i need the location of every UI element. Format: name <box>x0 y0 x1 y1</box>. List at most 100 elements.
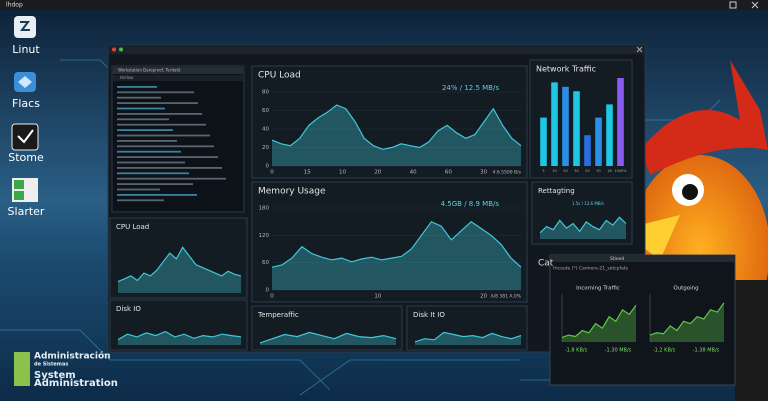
bar <box>562 86 569 166</box>
desktop-icon-label[interactable]: Flacs <box>12 97 40 110</box>
panel <box>251 181 528 303</box>
terminal-output <box>117 86 226 202</box>
panel-note: 4.6.5500 B/s <box>493 170 522 176</box>
area-fill <box>118 331 241 345</box>
bar <box>573 91 580 166</box>
terminal-line <box>117 129 173 131</box>
area-line <box>271 104 522 150</box>
panel-note: A/8 381 A.0% <box>491 294 522 300</box>
x-tick-label: 50 <box>585 169 589 173</box>
popup-titlebar <box>550 255 735 262</box>
top-bar <box>0 0 768 10</box>
terminal-line <box>117 102 198 104</box>
x-tick-label: 5 <box>542 169 544 173</box>
popup-right-value: -1.30 MB/s <box>605 348 632 354</box>
y-tick-label: 40 <box>262 127 269 133</box>
circuit-lines <box>0 59 721 396</box>
terminal-line <box>117 167 222 169</box>
x-tick-label: 20 <box>563 169 567 173</box>
x-tick-label: 60 <box>445 170 452 176</box>
panel <box>251 65 528 179</box>
desktop-icon-label[interactable]: Slarter <box>8 205 45 218</box>
y-tick-label: 0 <box>266 164 270 170</box>
y-tick-label: 180 <box>259 206 270 212</box>
panel-value-label: 24% / 12.5 MB/s <box>442 84 499 92</box>
y-tick-label: 80 <box>262 90 269 96</box>
area-line <box>539 216 627 234</box>
y-tick-label: 0 <box>266 288 270 294</box>
bar <box>595 117 602 166</box>
terminal-line <box>117 107 165 110</box>
window-titlebar <box>108 45 645 54</box>
area-fill <box>118 247 241 293</box>
terminal-line <box>117 113 202 115</box>
area-fill <box>415 332 521 345</box>
y-tick-label: 20 <box>262 145 269 151</box>
panel-title: CPU Load <box>116 223 149 231</box>
terminal-line <box>117 118 169 121</box>
panel <box>251 305 403 351</box>
area-line <box>271 220 522 268</box>
area-line <box>117 330 242 341</box>
terminal-tab <box>113 75 243 81</box>
area-line <box>117 246 242 283</box>
x-tick-label: 1000% <box>614 169 627 173</box>
terminal <box>111 65 245 213</box>
area-line <box>649 302 725 336</box>
panel-value-label: 1.5s / 13.6 MB/s <box>572 201 604 206</box>
area-fill <box>260 332 396 345</box>
terminal-line <box>117 91 194 94</box>
popup-left-value: -1.2 KB/s <box>653 348 676 354</box>
panel-title: Temperaffic <box>257 311 299 319</box>
popup-panel-title: Outgoing <box>673 286 698 292</box>
panel-title: Rettagting <box>538 187 575 195</box>
x-tick-label: 40 <box>410 170 417 176</box>
popup-path: fricoute (*) Camiere-21_sotcpfats <box>553 266 629 272</box>
watermark-text: Administration <box>34 378 118 389</box>
x-tick-label: 10 <box>552 169 556 173</box>
terminal-line <box>117 150 181 153</box>
x-tick-label: 0 <box>270 170 274 176</box>
popup-tab: Cat <box>538 259 554 269</box>
popup-title: Stieed <box>610 256 624 262</box>
window-close[interactable] <box>636 46 643 53</box>
terminal-titlebar <box>113 67 243 74</box>
terminal-line <box>117 145 214 148</box>
bar <box>551 82 558 166</box>
terminal-title: Workstation Dareproof, Terdaté <box>118 68 181 73</box>
panel-title: CPU Load <box>258 71 301 81</box>
popup-right-value: -1.38 MB/s <box>693 348 720 354</box>
panel-value-label: 4.5GB / 8.9 MB/s <box>441 200 500 208</box>
area-fill <box>272 105 521 166</box>
desktop-icon-label[interactable]: Stome <box>8 151 44 164</box>
close-button[interactable] <box>112 47 116 52</box>
bar <box>617 78 624 166</box>
bar <box>584 135 591 166</box>
terminal-line <box>117 172 189 175</box>
top-bar-title: lhdop <box>6 2 23 9</box>
popup-left-value: -1.8 KB/s <box>565 348 588 354</box>
x-tick-label: 30 <box>596 169 600 173</box>
terminal-line <box>117 199 164 202</box>
terminal-line <box>117 188 160 191</box>
y-tick-label: 60 <box>262 108 269 114</box>
terminal-tab-label: Hellow <box>120 75 134 80</box>
x-tick-label: 10 <box>339 170 346 176</box>
panel-title: Disk It IO <box>413 311 445 319</box>
maximize-button[interactable] <box>119 47 123 52</box>
area-fill <box>272 221 521 290</box>
x-tick-label: 20 <box>480 294 487 300</box>
area-line <box>414 331 522 343</box>
x-tick-label: 30 <box>574 169 578 173</box>
y-tick-label: 120 <box>259 233 270 239</box>
watermark-text: de Sistemas <box>34 362 68 368</box>
terminal-line <box>117 134 210 137</box>
terminal-line <box>117 194 197 196</box>
terminal-line <box>117 140 177 142</box>
panel <box>529 59 633 179</box>
panel-title: Disk IO <box>116 305 141 313</box>
panel <box>109 299 248 351</box>
desktop-icon-label[interactable]: Linut <box>12 43 40 56</box>
watermark-text: Administración <box>34 351 111 362</box>
